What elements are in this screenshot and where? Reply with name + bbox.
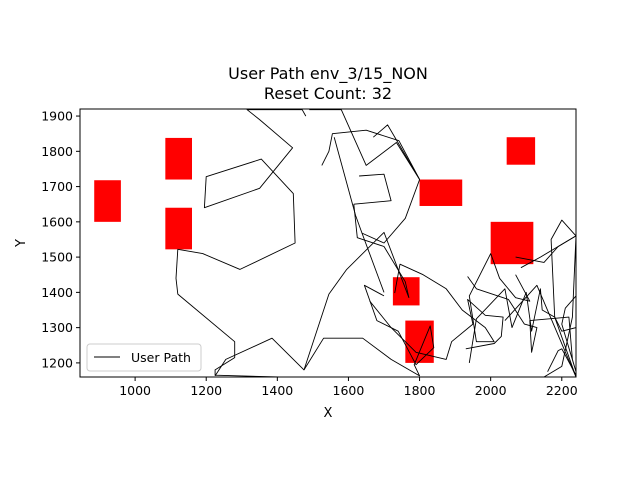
y-tick-label: 1600 bbox=[41, 214, 73, 229]
x-tick-label: 1800 bbox=[404, 383, 436, 398]
y-tick-label: 1300 bbox=[41, 320, 73, 335]
x-tick-label: 2000 bbox=[475, 383, 507, 398]
user-path-segment-5 bbox=[353, 173, 392, 205]
user-path-segment-1 bbox=[175, 109, 307, 377]
obstacle-5 bbox=[419, 179, 463, 206]
y-axis: 1200 1300 1400 1500 1600 1700 1800 1900 bbox=[41, 109, 80, 370]
y-tick-label: 1900 bbox=[41, 109, 73, 124]
x-tick-label: 1400 bbox=[261, 383, 293, 398]
obstacle-2 bbox=[165, 137, 192, 180]
x-axis-label: X bbox=[324, 406, 333, 421]
path-layer bbox=[175, 109, 576, 377]
y-tick-label: 1200 bbox=[41, 355, 73, 370]
x-tick-label: 1200 bbox=[190, 383, 222, 398]
user-path-segment-6 bbox=[353, 204, 410, 298]
obstacle-1 bbox=[94, 180, 121, 222]
x-tick-label: 1000 bbox=[119, 383, 151, 398]
user-path-segment-2 bbox=[309, 109, 421, 180]
user-path-segment-7 bbox=[214, 231, 410, 377]
obstacle-3 bbox=[165, 207, 192, 250]
user-path-segment-10 bbox=[369, 298, 504, 360]
y-tick-label: 1500 bbox=[41, 250, 73, 265]
chart-subtitle: Reset Count: 32 bbox=[264, 84, 392, 103]
y-tick-label: 1700 bbox=[41, 179, 73, 194]
obstacle-layer bbox=[94, 137, 536, 363]
legend-label: User Path bbox=[131, 350, 191, 365]
user-path-segment-3 bbox=[333, 137, 385, 293]
user-path-segment-14 bbox=[520, 235, 576, 377]
x-axis: 1000 1200 1400 1600 1800 2000 2200 bbox=[119, 377, 578, 398]
y-axis-label: Y bbox=[14, 239, 29, 248]
x-tick-label: 2200 bbox=[546, 383, 578, 398]
user-path-segment-8 bbox=[303, 284, 435, 377]
user-path-segment-9 bbox=[394, 253, 531, 343]
chart-title: User Path env_3/15_NON bbox=[228, 64, 428, 84]
obstacle-6 bbox=[490, 221, 534, 265]
user-path-segment-12 bbox=[468, 288, 576, 376]
x-tick-label: 1600 bbox=[333, 383, 365, 398]
y-tick-label: 1400 bbox=[41, 285, 73, 300]
y-tick-label: 1800 bbox=[41, 144, 73, 159]
user-path-segment-4 bbox=[361, 124, 421, 244]
user-path-segment-13 bbox=[504, 219, 576, 377]
legend-box bbox=[86, 343, 202, 372]
obstacle-4 bbox=[506, 137, 536, 165]
legend: User Path bbox=[86, 343, 202, 372]
plot-frame bbox=[79, 108, 577, 378]
